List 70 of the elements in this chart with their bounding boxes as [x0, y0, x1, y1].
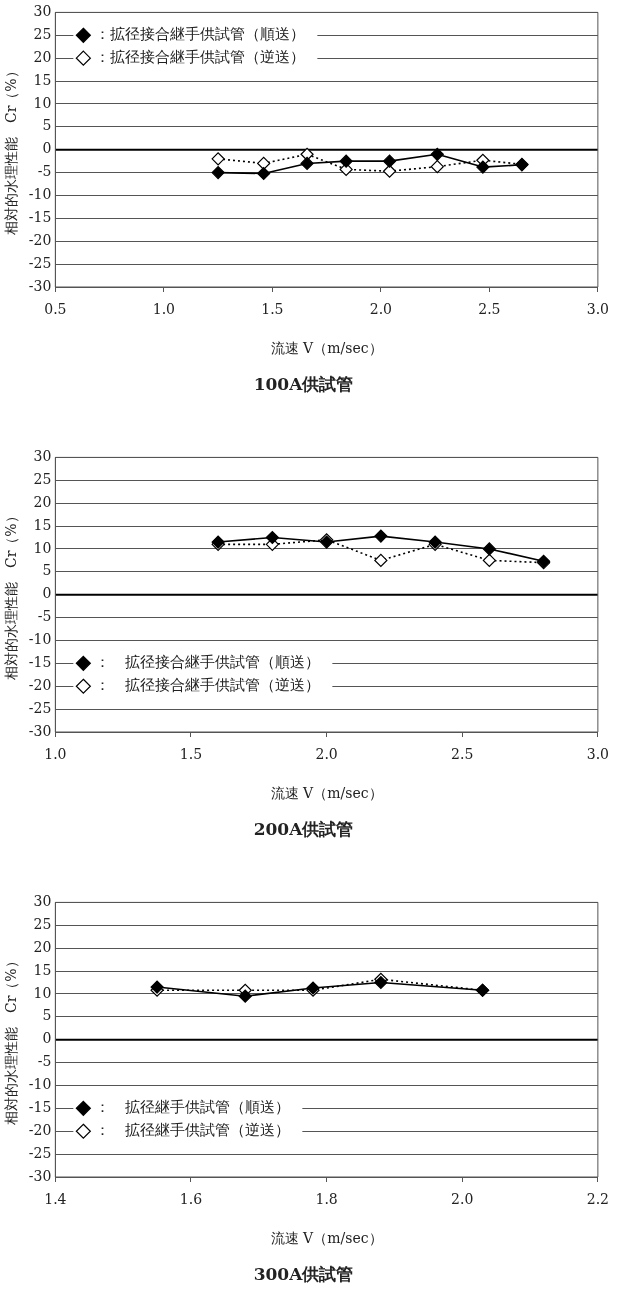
y-tick-label: -10 — [28, 631, 52, 648]
x-tick-label: 2.5 — [478, 301, 501, 318]
y-tick-label: 25 — [33, 470, 52, 487]
y-tick-label: -30 — [28, 1167, 52, 1184]
y-tick-label: -10 — [28, 1076, 52, 1093]
y-tick-label: -20 — [28, 1121, 52, 1138]
text: 300A供試管 — [253, 1264, 354, 1285]
y-tick-label: 10 — [33, 94, 52, 111]
y-axis-title: 相対的水理性能 Cr（%） — [3, 64, 20, 236]
y-tick-label: 30 — [33, 448, 52, 465]
y-tick-label: 20 — [33, 493, 52, 510]
x-tick-label: 2.2 — [586, 1191, 609, 1208]
x-tick-label: 1.6 — [179, 1191, 203, 1208]
x-axis-title: 流速 V（m/sec） — [270, 784, 383, 801]
x-tick-label: 2.0 — [315, 746, 338, 763]
x-tick-label: 2.0 — [451, 1191, 474, 1208]
y-tick-label: -20 — [28, 676, 52, 693]
y-tick-label: -25 — [28, 1144, 52, 1161]
y-tick-label: -5 — [37, 608, 52, 625]
x-tick-label: 3.0 — [586, 746, 609, 763]
y-tick-label: -30 — [28, 722, 52, 739]
x-tick-label: 1.0 — [152, 301, 175, 318]
y-tick-label: -5 — [37, 163, 52, 180]
y-tick-label: 0 — [42, 140, 52, 157]
x-tick-label: 2.5 — [451, 746, 474, 763]
y-tick-label: 20 — [33, 48, 52, 65]
y-tick-label: 0 — [42, 1030, 52, 1047]
y-tick-label: 10 — [33, 539, 52, 556]
legend-label: ： 拡径継手供試管（順送） — [95, 1098, 291, 1117]
y-tick-label: 5 — [42, 117, 52, 134]
y-tick-label: 15 — [33, 516, 52, 533]
x-tick-label: 1.5 — [261, 301, 284, 318]
y-tick-label: 30 — [33, 3, 52, 20]
x-tick-label: 3.0 — [586, 301, 609, 318]
y-tick-label: -25 — [28, 254, 52, 271]
y-tick-label: -15 — [28, 653, 52, 670]
x-tick-label: 2.0 — [369, 301, 392, 318]
legend-label: ： 拡径接合継手供試管（逆送） — [95, 676, 321, 695]
y-tick-label: -15 — [28, 208, 52, 225]
legend-label: ： 拡径接合継手供試管（順送） — [95, 653, 321, 672]
y-tick-label: 25 — [33, 25, 52, 42]
x-tick-label: 1.4 — [44, 1191, 67, 1208]
y-tick-label: 30 — [33, 893, 52, 910]
x-axis-title: 流速 V（m/sec） — [270, 1229, 383, 1246]
y-tick-label: 25 — [33, 915, 52, 932]
y-tick-label: 15 — [33, 71, 52, 88]
x-tick-label: 1.8 — [315, 1191, 338, 1208]
y-tick-label: -15 — [28, 1098, 52, 1115]
x-tick-label: 1.5 — [179, 746, 203, 763]
y-tick-label: -30 — [28, 277, 52, 294]
y-tick-label: -5 — [37, 1053, 52, 1070]
x-axis-title: 流速 V（m/sec） — [270, 339, 383, 356]
y-tick-label: 10 — [33, 984, 52, 1001]
text: 200A供試管 — [253, 819, 354, 840]
y-tick-label: -10 — [28, 186, 52, 203]
x-tick-label: 1.0 — [44, 746, 67, 763]
y-tick-label: 15 — [33, 961, 52, 978]
y-tick-label: 5 — [42, 562, 52, 579]
x-tick-label: 0.5 — [44, 301, 67, 318]
y-tick-label: -20 — [28, 231, 52, 248]
legend-label: ：拡径接合継手供試管（順送） — [95, 25, 306, 44]
y-tick-label: 20 — [33, 938, 52, 955]
legend-label: ：拡径接合継手供試管（逆送） — [95, 48, 306, 67]
y-axis-title: 相対的水理性能 Cr（%） — [3, 954, 20, 1126]
y-tick-label: -25 — [28, 699, 52, 716]
y-axis-title: 相対的水理性能 Cr（%） — [3, 509, 20, 681]
y-tick-label: 5 — [42, 1007, 52, 1024]
text: 100A供試管 — [253, 374, 354, 395]
y-tick-label: 0 — [42, 585, 52, 602]
legend-label: ： 拡径継手供試管（逆送） — [95, 1121, 291, 1140]
